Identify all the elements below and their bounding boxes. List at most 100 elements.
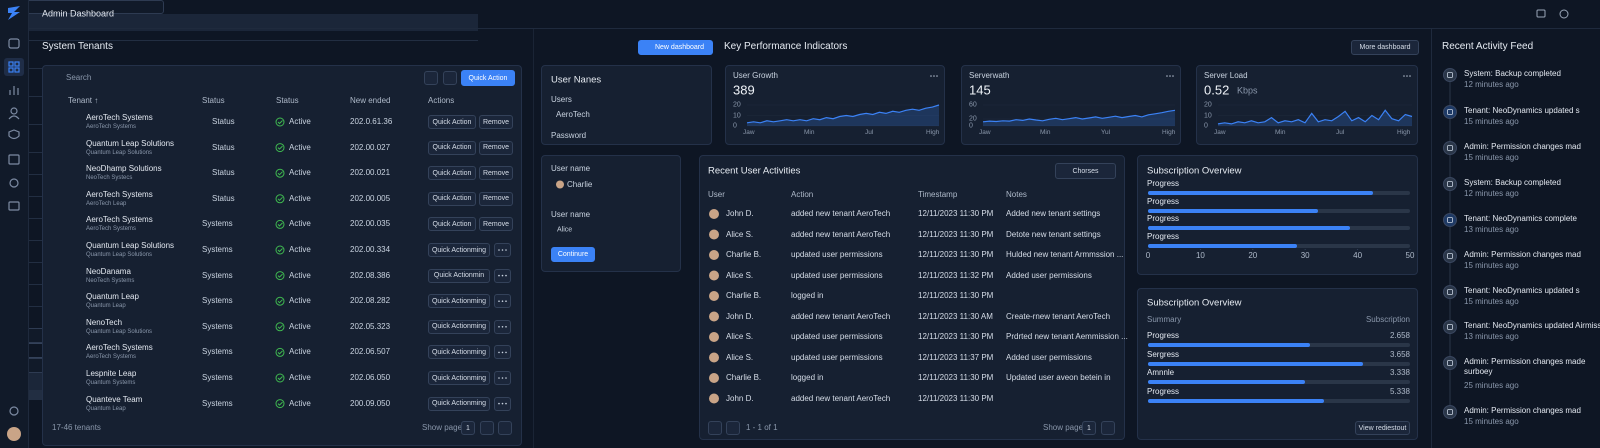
feed-text: Admin: Permission changes mad (1464, 406, 1581, 415)
remove-button[interactable]: Remove (479, 217, 513, 232)
icon-gear-top[interactable] (1559, 9, 1569, 19)
more-button[interactable] (494, 294, 511, 309)
icon-home[interactable] (8, 38, 20, 49)
last-page[interactable] (498, 421, 512, 435)
continue-button[interactable]: Continure (551, 247, 595, 262)
icon-settings[interactable] (9, 178, 19, 188)
action-button[interactable]: Quick Actionming (428, 294, 490, 309)
row-divider (0, 40, 478, 41)
page-number[interactable]: 1 (1082, 421, 1096, 435)
timestamp: 12/11/2023 11:30 PM (918, 373, 994, 382)
table-header (0, 14, 478, 31)
action-button[interactable]: Quick Actionming (428, 345, 490, 360)
icon-inbox[interactable] (1536, 9, 1546, 18)
y-tick-label: 0 (733, 122, 737, 130)
prev-page[interactable] (726, 421, 740, 435)
status-label: Status (212, 142, 235, 152)
action: added new tenant AeroTech (791, 229, 891, 239)
action: added new tenant AeroTech (791, 209, 891, 218)
more-button[interactable] (494, 243, 511, 257)
y-tick-label: 20 (969, 115, 977, 123)
view-button[interactable]: View rediestout (1355, 421, 1410, 435)
x-tick-label: Min (1040, 128, 1051, 136)
action-button[interactable]: Quick Action (428, 217, 476, 232)
feed-time: 13 minutes ago (1464, 331, 1519, 341)
copy-button[interactable] (443, 71, 457, 85)
user: Charlie B. (726, 250, 762, 259)
quick-action-button[interactable]: Quick Action (461, 70, 515, 86)
feed-icon (1443, 356, 1457, 370)
more-button[interactable] (494, 396, 511, 411)
tenant-name: NeoDanama (86, 266, 131, 276)
icon-gear[interactable] (9, 406, 19, 416)
date: 202.08.282 (350, 296, 391, 306)
y-tick-label: 20 (1204, 101, 1212, 109)
icon-users[interactable] (10, 107, 18, 115)
action-button[interactable]: Quick Actionmin (428, 268, 490, 283)
action-button[interactable]: Quick Action (428, 140, 476, 155)
action-button[interactable]: Quick Actionming (428, 243, 490, 257)
user: Alice S. (726, 229, 754, 239)
status-label: Status (212, 193, 235, 203)
more-dashboard-button[interactable]: More dashboard (1351, 40, 1419, 55)
next-page[interactable] (480, 421, 494, 435)
more-button[interactable] (494, 371, 511, 385)
active-label: Active (289, 219, 311, 229)
tenant-sub: AeroTech Leap (86, 200, 127, 207)
icon-docs[interactable] (8, 201, 20, 211)
action-button[interactable]: Quick Action (428, 191, 476, 206)
remove-button[interactable]: Remove (479, 115, 513, 129)
new-dashboard-button[interactable]: New dashboard (638, 40, 713, 55)
remove-button[interactable]: Remove (479, 166, 513, 181)
action-button[interactable]: Quick Actionming (428, 396, 490, 411)
page-number[interactable]: 1 (461, 421, 475, 435)
remove-button[interactable]: Remove (479, 140, 513, 155)
y-tick-label: 10 (1204, 112, 1212, 119)
feed-icon-glyph (1447, 289, 1453, 295)
first-page[interactable] (708, 421, 722, 435)
action-button[interactable]: Quick Action (428, 115, 476, 129)
feed-icon-glyph (1447, 145, 1453, 151)
active-label: Active (289, 193, 311, 203)
filter-dropdown[interactable]: Chorses (1055, 163, 1116, 179)
input-value: AeroTech (556, 110, 590, 119)
date: 202.00.005 (350, 193, 391, 203)
icon-calendar[interactable] (8, 154, 20, 165)
tenant-name: AeroTech Systems (86, 113, 153, 122)
action-button[interactable]: Quick Actionming (428, 371, 490, 385)
action-button[interactable]: Quick Action (428, 166, 476, 181)
tenant-sub: AeroTech Systems (86, 226, 137, 233)
next-page[interactable] (1101, 421, 1115, 435)
column-header: User (708, 190, 725, 199)
value-label: 3.338 (1389, 368, 1410, 378)
user-avatar[interactable] (7, 427, 21, 441)
active-label: Active (289, 321, 311, 331)
status-label: Systems (202, 245, 233, 254)
feed-time: 25 minutes ago (1464, 381, 1519, 390)
date: 202.00.021 (350, 168, 391, 178)
x-tick-label: High (1397, 128, 1411, 136)
timestamp: 12/11/2023 11:30 AM (918, 311, 993, 321)
x-tick-label: 30 (1300, 251, 1310, 260)
icon-grid[interactable] (8, 61, 14, 67)
settings-button[interactable] (424, 71, 438, 85)
icon-shield[interactable] (8, 129, 20, 140)
active-label: Active (289, 117, 311, 126)
search-placeholder: Search (66, 73, 92, 82)
x-tick-label: Min (804, 128, 815, 136)
more-button[interactable] (494, 345, 511, 360)
value-label: 5.338 (1389, 387, 1410, 397)
timestamp: 12/11/2023 11:30 PM (918, 393, 994, 403)
x-tick-label: Jaw (1214, 128, 1226, 136)
action-button[interactable]: Quick Actionming (428, 319, 490, 334)
icon-chart[interactable] (9, 86, 19, 95)
feed-time: 12 minutes ago (1464, 188, 1519, 198)
more-button[interactable] (494, 319, 511, 334)
feed-divider (1431, 29, 1432, 448)
more-button[interactable] (494, 268, 511, 283)
feed-text: System: Backup completed (1464, 69, 1561, 78)
x-tick-label: Jaw (743, 128, 755, 136)
feed-time: 12 minutes ago (1464, 79, 1519, 89)
table-footer: 17-46 tenants (52, 423, 101, 432)
remove-button[interactable]: Remove (479, 191, 513, 206)
